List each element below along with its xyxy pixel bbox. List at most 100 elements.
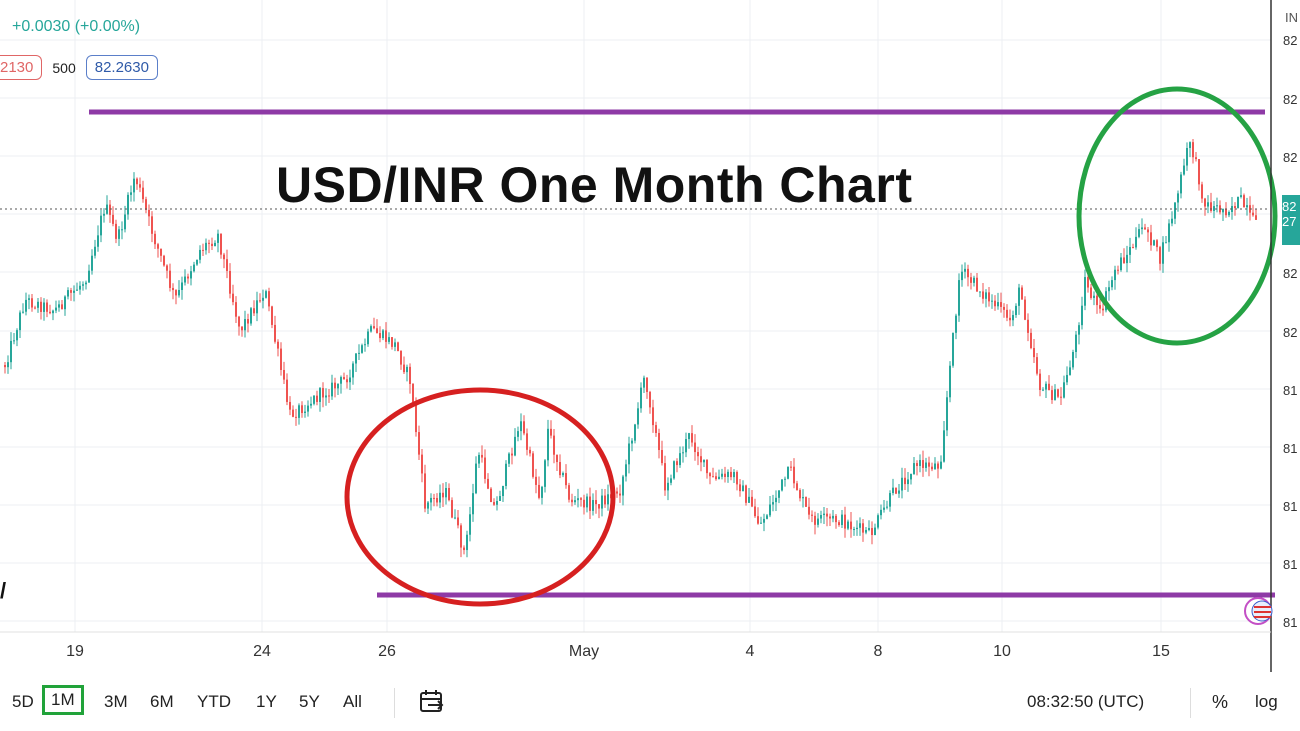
bid-price[interactable]: 2130 [0,55,43,80]
candle-body [949,365,951,398]
candle-body [196,259,198,265]
candle-body [814,515,816,525]
candle-body [91,255,93,271]
candle-body [1033,348,1035,358]
candle-body [922,460,924,468]
candle-body [442,492,444,498]
candle-body [718,476,720,480]
chart-area[interactable] [0,0,1300,680]
candle-body [895,487,897,494]
candle-body [1024,299,1026,320]
timeframe-5d[interactable]: 5D [12,692,34,711]
candle-body [730,471,732,478]
candle-body [1093,295,1095,298]
candle-body [931,466,933,470]
candle-body [550,428,552,436]
candle-body [301,405,303,414]
candle-body [670,478,672,483]
candle-body [1075,334,1077,352]
candle-body [490,488,492,503]
candle-body [1060,396,1062,398]
candle-body [445,487,447,498]
utc-clock[interactable]: 08:32:50 (UTC) [1027,692,1145,711]
candle-body [916,463,918,466]
candle-body [967,268,969,278]
candle-body [328,395,330,397]
timeframe-all[interactable]: All [343,692,362,711]
candle-body [532,453,534,477]
timeframe-5y[interactable]: 5Y [299,692,320,711]
candle-body [286,379,288,402]
candle-body [838,522,840,525]
chart-title: USD/INR One Month Chart [276,157,913,213]
candle-body [244,319,246,331]
candle-body [289,401,291,410]
candle-body [1000,302,1002,307]
candle-body [577,498,579,501]
candle-body [538,484,540,498]
candle-body [877,515,879,528]
candle-body [226,259,228,271]
candle-body [796,483,798,491]
candle-body [370,326,372,332]
candle-body [1084,277,1086,306]
timeframe-1m[interactable]: 1M [42,685,84,715]
log-scale-toggle[interactable]: log [1255,692,1278,711]
candle-body [865,530,867,533]
candle-body [721,473,723,477]
candle-body [1051,390,1053,400]
candle-body [688,433,690,440]
goto-date-icon[interactable] [418,690,446,716]
timeframe-1y[interactable]: 1Y [256,692,277,711]
candle-body [625,464,627,477]
candle-body [514,436,516,456]
candle-body [487,478,489,489]
candle-body [64,296,66,310]
candle-body [628,443,630,465]
candle-body [1027,319,1029,333]
candle-body [85,282,87,285]
candle-body [925,462,927,468]
candle-body [193,264,195,272]
candle-body [1009,317,1011,321]
candle-body [904,477,906,485]
candle-body [208,242,210,244]
candle-body [205,242,207,251]
candle-body [358,352,360,354]
candle-body [1129,247,1131,255]
candle-body [757,516,759,524]
candle-body [817,518,819,525]
candle-body [1054,389,1056,400]
candle-body [973,277,975,283]
candle-body [1090,287,1092,298]
candle-body [271,306,273,325]
candle-body [1006,309,1008,318]
price-axis[interactable]: 82 82 82 82 82 81 81 81 81 81 [1283,0,1300,640]
candle-body [679,453,681,466]
candle-body [1072,351,1074,368]
candle-body [565,473,567,486]
ask-price[interactable]: 82.2630 [85,55,158,80]
candle-body [907,479,909,485]
candle-body [415,402,417,433]
candle-body [724,473,726,478]
candle-body [7,362,9,368]
candle-body [250,308,252,324]
candle-body [190,271,192,279]
timeframe-3m[interactable]: 3M [104,692,128,711]
candle-body [928,462,930,467]
candle-body [214,242,216,247]
percent-scale-toggle[interactable]: % [1212,692,1229,712]
timeframe-6m[interactable]: 6M [150,692,174,711]
candle-body [1045,383,1047,390]
candle-body [985,292,987,299]
candle-body [1087,277,1089,288]
last-price-line2: 27 [1282,214,1297,229]
candle-body [160,248,162,256]
candle-body [40,301,42,312]
timeframe-ytd[interactable]: YTD [197,692,231,711]
candle-body [178,289,180,296]
compare-flag-icon[interactable] [1243,596,1273,626]
candle-body [382,330,384,339]
candle-body [1207,202,1209,207]
